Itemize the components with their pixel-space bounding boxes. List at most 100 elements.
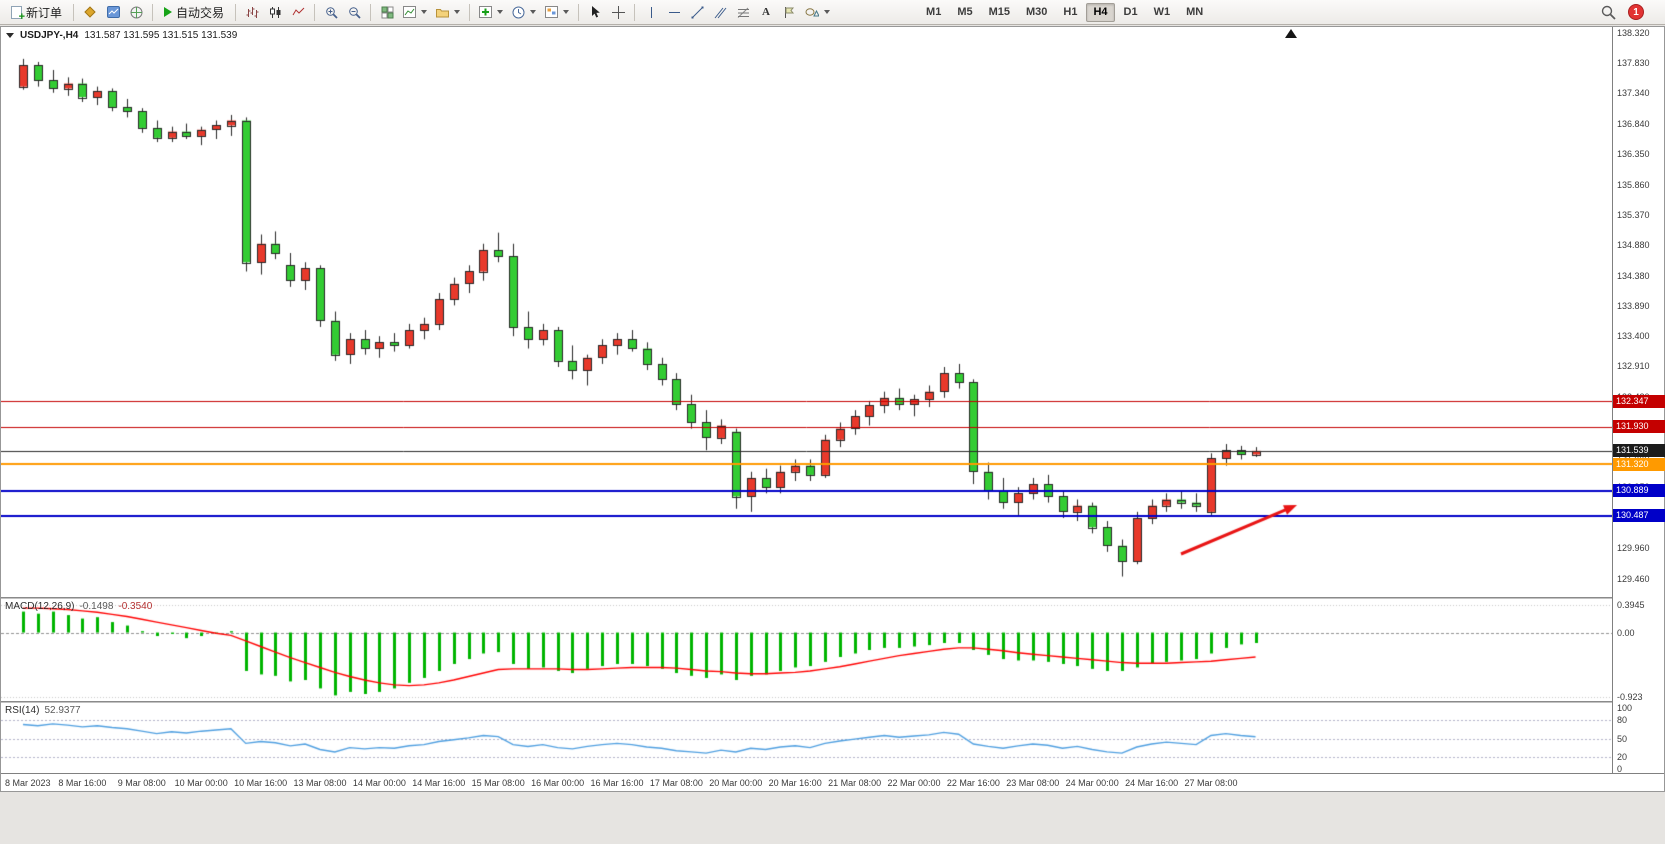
text-button[interactable]: A	[755, 2, 777, 23]
zoom-out-icon	[348, 6, 361, 19]
chevron-down-icon	[454, 10, 461, 14]
timeframe-m30-button[interactable]: M30	[1026, 5, 1048, 18]
time-label: 14 Mar 00:00	[352, 778, 406, 788]
price-tick: 138.320	[1617, 28, 1650, 38]
time-label: 14 Mar 16:00	[412, 778, 466, 788]
text-label-icon	[785, 6, 795, 18]
time-axis[interactable]: 8 Mar 2023 8 Mar 16:00 9 Mar 08:00 10 Mar 0…	[1, 773, 1664, 791]
shapes-button[interactable]	[801, 2, 834, 23]
text-label-button[interactable]	[778, 2, 800, 23]
vertical-line-icon	[650, 6, 652, 18]
rsi-tick: 20	[1617, 751, 1628, 762]
zoom-in-button[interactable]	[320, 2, 342, 23]
fibonacci-icon	[737, 7, 749, 18]
timeframe-w1-button[interactable]: W1	[1153, 5, 1171, 18]
time-label: 21 Mar 08:00	[828, 778, 882, 788]
chart-profiles-button[interactable]	[432, 2, 464, 23]
templates-button[interactable]	[541, 2, 573, 23]
toolbar-separator	[73, 3, 75, 21]
bars-chart-icon	[246, 6, 259, 18]
time-label: 23 Mar 08:00	[1006, 778, 1060, 788]
new-order-button[interactable]: 新订单	[5, 2, 68, 23]
bars-chart-button[interactable]	[241, 2, 263, 23]
metaeditor-icon	[84, 6, 96, 18]
macd-name: MACD(12,26,9)	[5, 601, 75, 612]
macd-indicator-label: MACD(12,26,9) -0.1498 -0.3540	[5, 601, 152, 612]
shapes-icon	[805, 8, 820, 17]
timeframe-m15-button[interactable]: M15	[988, 5, 1010, 18]
price-tag-131.539: 131.539	[1613, 444, 1665, 458]
autotrading-play-icon	[164, 7, 173, 17]
time-label: 10 Mar 00:00	[174, 778, 228, 788]
chevron-down-icon	[530, 10, 537, 14]
vertical-line-button[interactable]	[640, 2, 662, 23]
line-chart-icon	[292, 7, 304, 16]
crosshair-button[interactable]	[607, 2, 629, 23]
toolbar-separator	[314, 3, 316, 21]
pane-divider[interactable]	[1, 597, 1612, 599]
autotrading-button[interactable]: 自动交易	[158, 2, 230, 23]
channel-button[interactable]	[709, 2, 731, 23]
tile-windows-button[interactable]	[376, 2, 398, 23]
new-chart-icon	[403, 6, 417, 18]
time-label: 17 Mar 08:00	[649, 778, 703, 788]
price-tick: 136.350	[1617, 149, 1650, 160]
cursor-button[interactable]	[584, 2, 606, 23]
price-tag-130.487: 130.487	[1613, 509, 1665, 523]
periods-button[interactable]	[508, 2, 540, 23]
indicators-icon	[479, 6, 493, 18]
candlestick-chart-canvas[interactable]	[1, 27, 1612, 597]
candlestick-chart-icon	[269, 6, 281, 18]
timeframe-m5-button[interactable]: M5	[957, 5, 973, 18]
candlestick-chart-button[interactable]	[264, 2, 286, 23]
ohlc-quote-label: 131.587 131.595 131.515 131.539	[84, 30, 238, 41]
timeframe-h1-button[interactable]: H1	[1063, 5, 1078, 18]
new-chart-button[interactable]	[399, 2, 431, 23]
macd-tick: 0.00	[1617, 627, 1635, 638]
time-label: 16 Mar 16:00	[590, 778, 644, 788]
toolbar: 新订单 自动交易	[0, 0, 1665, 25]
trendline-button[interactable]	[686, 2, 708, 23]
rsi-indicator-label: RSI(14) 52.9377	[5, 705, 81, 716]
one-click-trading-arrow-icon[interactable]	[6, 33, 14, 38]
indicators-button[interactable]	[475, 2, 507, 23]
text-icon: A	[762, 6, 770, 18]
notification-badge[interactable]: 1	[1628, 4, 1644, 20]
time-label: 20 Mar 16:00	[768, 778, 822, 788]
zoom-out-button[interactable]	[343, 2, 365, 23]
market-watch-icon	[106, 6, 120, 18]
line-chart-button[interactable]	[287, 2, 309, 23]
fibonacci-button[interactable]	[732, 2, 754, 23]
pane-divider[interactable]	[1, 701, 1612, 703]
new-order-label: 新订单	[26, 5, 63, 20]
macd-panel-canvas[interactable]	[1, 599, 1612, 701]
macd-tick: 0.3945	[1617, 600, 1645, 610]
rsi-tick: 100	[1617, 703, 1633, 713]
price-tick: 129.960	[1617, 543, 1650, 554]
timeframe-mn-button[interactable]: MN	[1186, 5, 1204, 18]
timeframe-d1-button[interactable]: D1	[1123, 5, 1138, 18]
timeframe-m1-button[interactable]: M1	[926, 5, 942, 18]
horizontal-line-button[interactable]	[663, 2, 685, 23]
calendar-button[interactable]	[125, 2, 147, 23]
rsi-name: RSI(14)	[5, 705, 40, 716]
new-order-icon	[11, 5, 25, 23]
time-label: 10 Mar 16:00	[234, 778, 288, 788]
market-watch-button[interactable]	[102, 2, 124, 23]
search-button[interactable]	[1601, 5, 1616, 20]
time-label: 22 Mar 00:00	[887, 778, 941, 788]
price-tick: 132.910	[1617, 361, 1650, 372]
chart-profiles-icon	[436, 8, 450, 17]
price-axis[interactable]: 138.320 137.830 137.340 136.840 136.350 135.8…	[1612, 27, 1665, 774]
rsi-tick: 0	[1617, 764, 1623, 774]
chart-shift-marker-icon[interactable]	[1285, 29, 1297, 38]
time-label: 27 Mar 08:00	[1184, 778, 1238, 788]
timeframe-h4-button[interactable]: H4	[1086, 2, 1115, 22]
time-label: 16 Mar 00:00	[531, 778, 585, 788]
price-tick: 135.370	[1617, 209, 1650, 220]
price-tick: 136.840	[1617, 119, 1650, 130]
toolbar-separator	[469, 3, 471, 21]
metaeditor-button[interactable]	[79, 2, 101, 23]
rsi-panel-canvas[interactable]	[1, 703, 1612, 773]
timeframe-group: M1 M5 M15 M30 H1 H4 D1 W1 MN	[919, 2, 1210, 22]
